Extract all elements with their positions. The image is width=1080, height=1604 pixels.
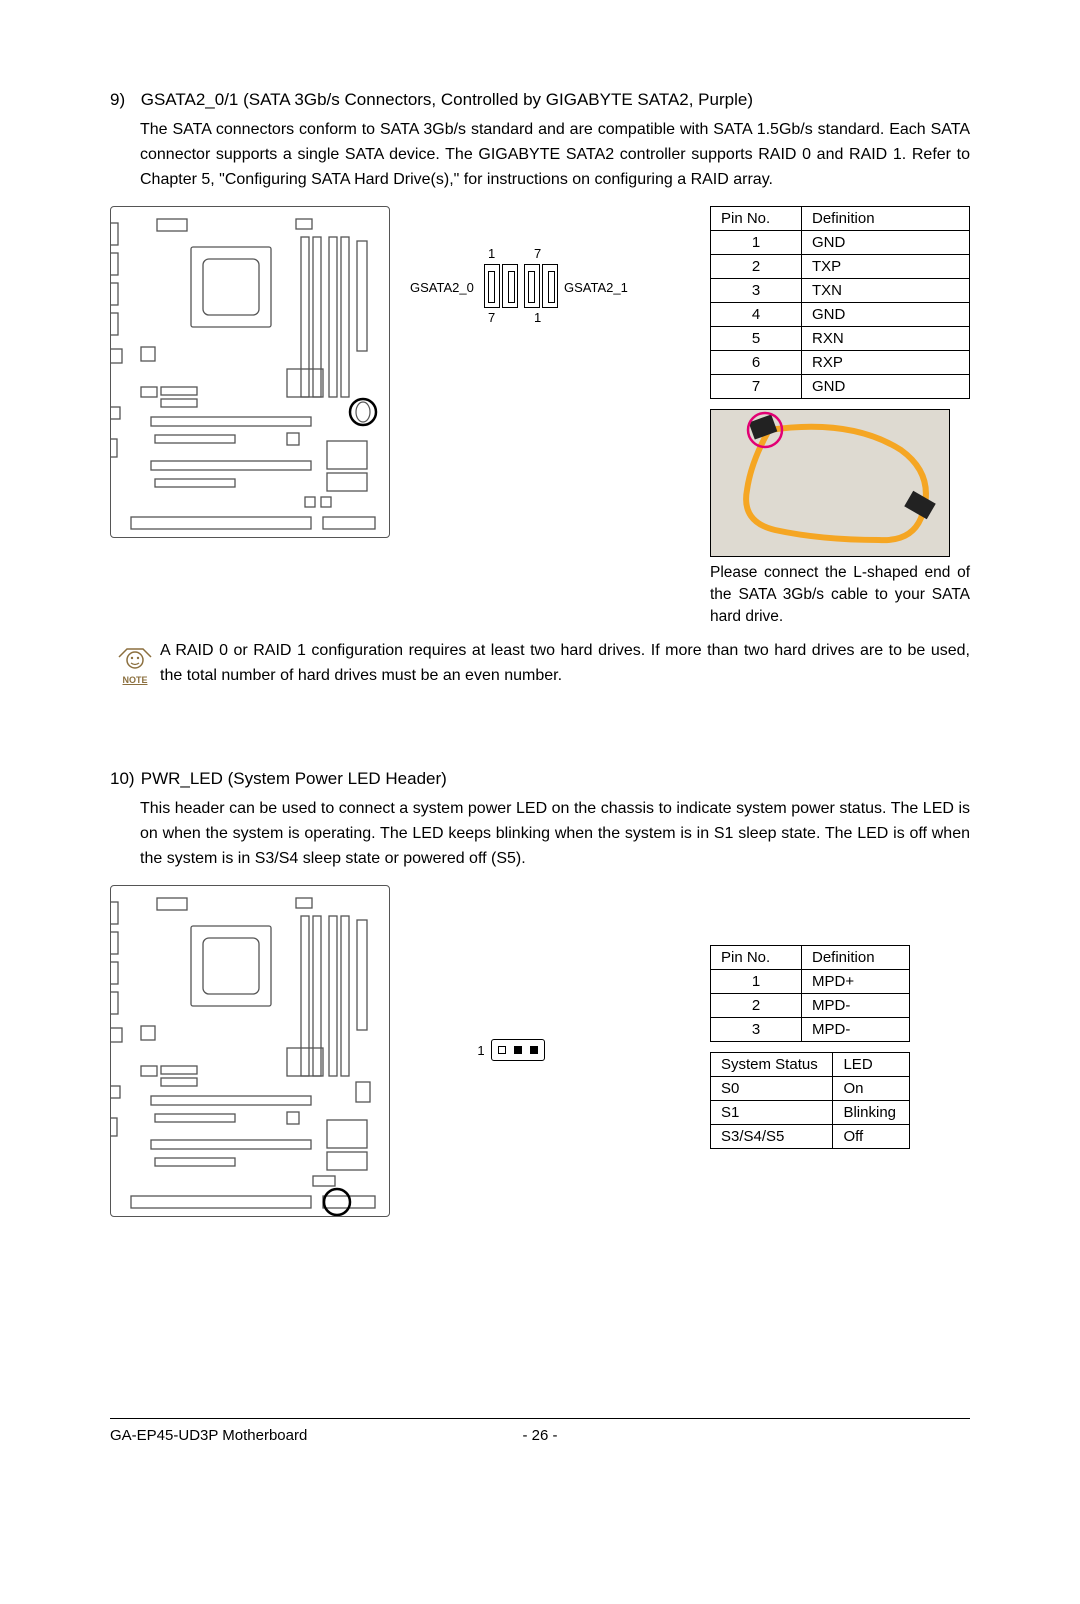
page-footer: GA-EP45-UD3P Motherboard - 26 - (110, 1418, 970, 1444)
section-9-body: The SATA connectors conform to SATA 3Gb/… (140, 118, 970, 192)
conn-label-tl: 1 (488, 246, 495, 261)
conn-label-bl: 7 (488, 310, 495, 325)
section-9-num: 9) (110, 90, 136, 110)
section-10-title: 10) PWR_LED (System Power LED Header) (110, 769, 970, 789)
note-block: NOTE A RAID 0 or RAID 1 configuration re… (110, 639, 970, 689)
conn-label-left: GSATA2_0 (410, 280, 474, 295)
section-9-heading: GSATA2_0/1 (SATA 3Gb/s Connectors, Contr… (141, 90, 753, 109)
sata-port-1b (542, 264, 558, 308)
section-10-body: This header can be used to connect a sys… (140, 797, 970, 871)
motherboard-diagram-10 (110, 885, 390, 1217)
note-text: A RAID 0 or RAID 1 configuration require… (160, 639, 970, 689)
cable-caption: Please connect the L-shaped end of the S… (710, 562, 970, 627)
sata-port-0 (484, 264, 500, 308)
motherboard-diagram-9 (110, 206, 390, 538)
section-9-title: 9) GSATA2_0/1 (SATA 3Gb/s Connectors, Co… (110, 90, 970, 110)
sata-cable-photo (710, 409, 950, 557)
section-10-num: 10) (110, 769, 136, 789)
pwr-header-label: 1 (477, 1043, 484, 1058)
note-icon: NOTE (110, 639, 160, 685)
conn-label-right: GSATA2_1 (564, 280, 628, 295)
conn-label-br: 1 (534, 310, 541, 325)
footer-model: GA-EP45-UD3P Motherboard (110, 1427, 307, 1444)
system-status-table: System Status LED S0On S1Blinking S3/S4/… (710, 1052, 910, 1149)
pwr-led-diagram: 1 (406, 885, 616, 1215)
section-10-heading: PWR_LED (System Power LED Header) (141, 769, 447, 788)
conn-label-tr: 7 (534, 246, 541, 261)
sata-port-1 (524, 264, 540, 308)
pwr-header-icon (491, 1039, 545, 1061)
sata-port-0b (502, 264, 518, 308)
sata-connector-diagram: 1 7 GSATA2_0 GSATA2_1 7 1 (406, 206, 616, 627)
sata-pin-table: Pin No. Definition 1GND 2TXP 3TXN 4GND 5… (710, 206, 970, 399)
pwrled-pin-table: Pin No. Definition 1MPD+ 2MPD- 3MPD- (710, 945, 910, 1042)
footer-page: - 26 - (522, 1427, 557, 1444)
